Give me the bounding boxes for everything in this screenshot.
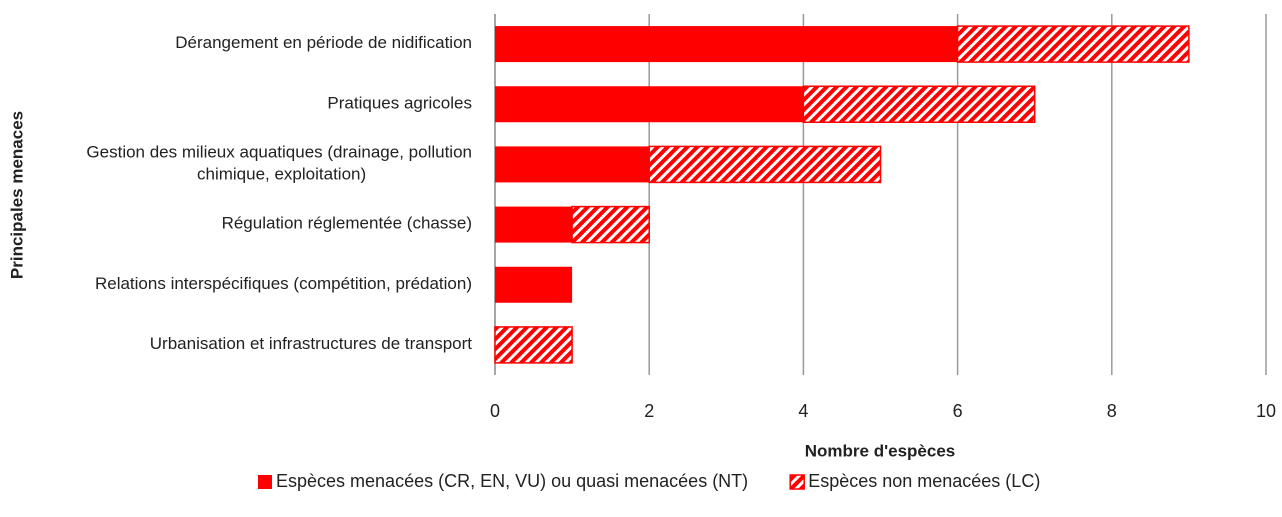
- bar: [494, 326, 573, 364]
- bar: [802, 85, 1036, 123]
- y-tick-label: Urbanisation et infrastructures de trans…: [150, 334, 472, 353]
- y-axis-title: Principales menaces: [7, 111, 26, 279]
- y-tick-label: Gestion des milieux aquatiques (drainage…: [86, 143, 472, 184]
- y-tick-label: Pratiques agricoles: [327, 94, 472, 113]
- bar: [956, 25, 1190, 63]
- bar: [648, 145, 882, 184]
- x-axis-title: Nombre d'espèces: [805, 441, 956, 460]
- y-tick-label: Dérangement en période de nidification: [175, 34, 472, 53]
- y-tick-label: Régulation réglementée (chasse): [222, 214, 472, 233]
- legend-label: Espèces non menacées (LC): [808, 471, 1040, 491]
- legend-swatch: [258, 475, 272, 489]
- bar: [495, 266, 573, 303]
- x-tick-label: 6: [953, 401, 963, 421]
- legend-label: Espèces menacées (CR, EN, VU) ou quasi m…: [276, 471, 748, 491]
- bar: [495, 206, 573, 243]
- bar: [495, 26, 958, 63]
- y-tick-label: Relations interspécifiques (compétition,…: [95, 274, 472, 293]
- x-tick-label: 10: [1256, 401, 1276, 421]
- x-tick-label: 4: [798, 401, 808, 421]
- x-tick-label: 8: [1107, 401, 1117, 421]
- bar: [495, 86, 804, 123]
- bar: [571, 205, 650, 244]
- x-tick-label: 2: [644, 401, 654, 421]
- bar: [495, 146, 650, 183]
- x-tick-label: 0: [490, 401, 500, 421]
- legend-swatch: [789, 474, 805, 490]
